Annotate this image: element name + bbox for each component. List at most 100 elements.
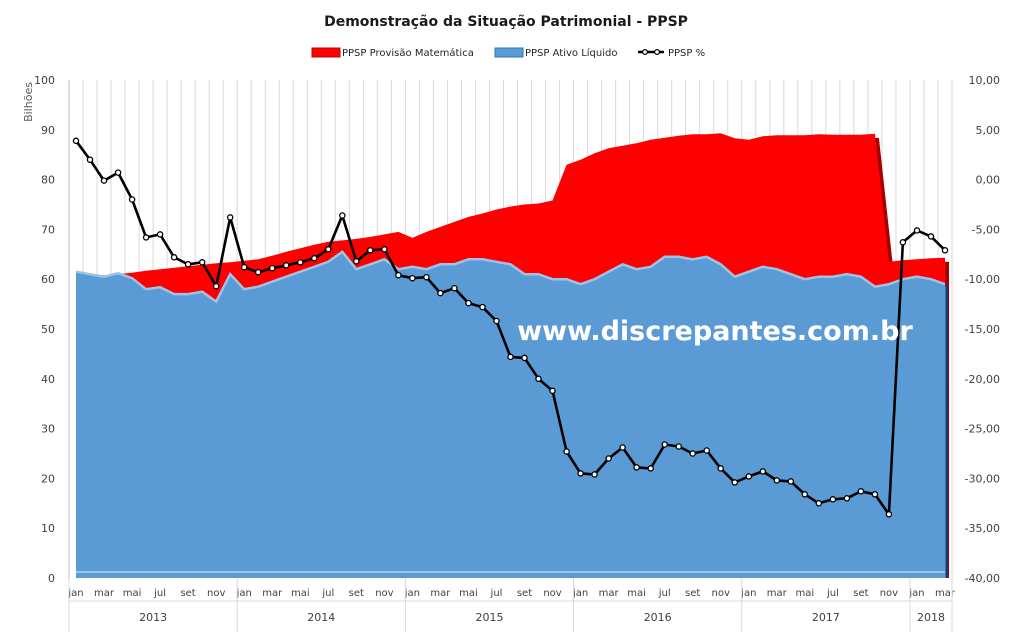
chart-title: Demonstração da Situação Patrimonial - P… [324, 14, 688, 30]
marker-ppsp-9 [198, 259, 206, 266]
marker-ppsp-17 [311, 255, 318, 262]
marker-ppsp-22 [381, 246, 388, 253]
y-tick-left-10: 10 [41, 522, 55, 535]
y-tick-right--20,00: -20,00 [965, 373, 1000, 386]
y-tick-right--25,00: -25,00 [965, 423, 1000, 436]
marker-ppsp-46 [717, 465, 724, 472]
marker-ppsp-37 [591, 471, 598, 478]
x-tick-month-14: mai [459, 588, 478, 599]
x-tick-month-26: mai [795, 588, 814, 599]
x-tick-month-19: mar [599, 588, 620, 599]
marker-ppsp-43 [675, 443, 682, 450]
marker-ppsp-42 [661, 441, 668, 448]
y-unit-label: Bilhões [22, 82, 35, 122]
y-tick-right-10,00: 10,00 [969, 74, 1001, 87]
y-tick-left-40: 40 [41, 373, 55, 386]
y-tick-left-90: 90 [41, 124, 55, 137]
y-tick-right-0,00: 0,00 [976, 174, 1001, 187]
marker-ppsp-20 [353, 258, 360, 265]
x-tick-month-29: nov [880, 588, 898, 599]
marker-ppsp-49 [759, 468, 767, 475]
x-tick-month-10: set [349, 588, 364, 599]
marker-ppsp-19 [339, 212, 346, 219]
y-tick-left-20: 20 [41, 472, 55, 485]
area-ativo-edge [75, 250, 946, 304]
marker-ppsp-35 [563, 448, 570, 455]
x-tick-month-16: set [517, 588, 532, 599]
y-tick-left-0: 0 [48, 572, 55, 585]
x-tick-month-6: jan [236, 588, 252, 599]
marker-ppsp-12 [240, 263, 248, 271]
marker-ppsp-26 [437, 289, 444, 297]
x-tick-month-31: mar [935, 588, 956, 599]
marker-ppsp-0 [72, 137, 80, 145]
x-tick-month-22: set [685, 588, 700, 599]
legend-label-provisao: PPSP Provisão Matemática [342, 47, 474, 59]
marker-ppsp-28 [465, 299, 472, 307]
marker-ppsp-40 [633, 464, 640, 471]
marker-ppsp-21 [367, 247, 374, 254]
marker-ppsp-18 [325, 246, 332, 253]
marker-ppsp-44 [689, 450, 696, 457]
marker-ppsp-32 [521, 354, 528, 362]
x-tick-month-0: jan [67, 588, 83, 599]
y-tick-left-70: 70 [41, 223, 55, 236]
x-tick-month-27: jul [826, 588, 839, 599]
marker-ppsp-48 [745, 473, 753, 480]
marker-ppsp-11 [226, 214, 234, 221]
x-tick-month-1: mar [94, 588, 115, 599]
x-tick-month-4: set [180, 588, 195, 599]
marker-ppsp-62 [941, 247, 949, 254]
marker-ppsp-27 [451, 284, 458, 292]
x-tick-month-13: mar [430, 588, 451, 599]
marker-ppsp-4 [128, 196, 136, 203]
line-layer [72, 137, 949, 518]
marker-ppsp-3 [114, 169, 122, 176]
marker-ppsp-13 [254, 268, 262, 276]
marker-ppsp-33 [535, 375, 542, 383]
marker-ppsp-25 [423, 273, 430, 281]
x-tick-month-23: nov [712, 588, 730, 599]
y-tick-left-60: 60 [41, 273, 55, 286]
area-ativo [76, 251, 945, 579]
legend-swatch-provisao [311, 47, 341, 58]
x-tick-month-2: mai [123, 588, 142, 599]
x-tick-month-12: jan [404, 588, 420, 599]
y-tick-left-100: 100 [34, 74, 55, 87]
marker-ppsp-51 [787, 478, 795, 485]
legend-swatch-ppsp-marker-2 [653, 48, 660, 55]
x-tick-month-17: nov [543, 588, 561, 599]
y-tick-right--10,00: -10,00 [965, 273, 1000, 286]
x-tick-month-25: mar [767, 588, 788, 599]
marker-ppsp-23 [395, 271, 402, 279]
x-tick-month-30: jan [908, 588, 924, 599]
marker-ppsp-15 [282, 262, 290, 269]
marker-ppsp-60 [913, 227, 921, 234]
marker-ppsp-52 [801, 491, 809, 498]
legend: PPSP Provisão Matemática PPSP Ativo Líqu… [311, 47, 705, 59]
marker-ppsp-50 [773, 477, 781, 484]
x-tick-month-21: jul [658, 588, 671, 599]
x-tick-month-3: jul [153, 588, 166, 599]
legend-label-ativo: PPSP Ativo Líquido [525, 47, 617, 59]
marker-ppsp-29 [479, 303, 486, 311]
y-tick-left-30: 30 [41, 423, 55, 436]
marker-ppsp-59 [899, 239, 907, 246]
marker-ppsp-56 [857, 488, 865, 495]
marker-ppsp-10 [212, 282, 220, 290]
marker-ppsp-55 [843, 495, 851, 502]
x-tick-month-8: mai [291, 588, 310, 599]
marker-ppsp-47 [731, 479, 739, 486]
x-tick-month-7: mar [262, 588, 283, 599]
marker-ppsp-6 [156, 231, 164, 238]
marker-ppsp-39 [619, 444, 626, 451]
marker-ppsp-34 [549, 387, 556, 395]
y-tick-left-80: 80 [41, 174, 55, 187]
marker-ppsp-2 [100, 177, 108, 184]
marker-ppsp-61 [927, 233, 935, 240]
axis-layer: 0 10 20 30 40 50 60 70 80 90 100 -40,00 -35,00 -30,00… [34, 74, 1000, 632]
x-tick-month-20: mai [627, 588, 646, 599]
year-label-2014: 2014 [307, 611, 335, 624]
